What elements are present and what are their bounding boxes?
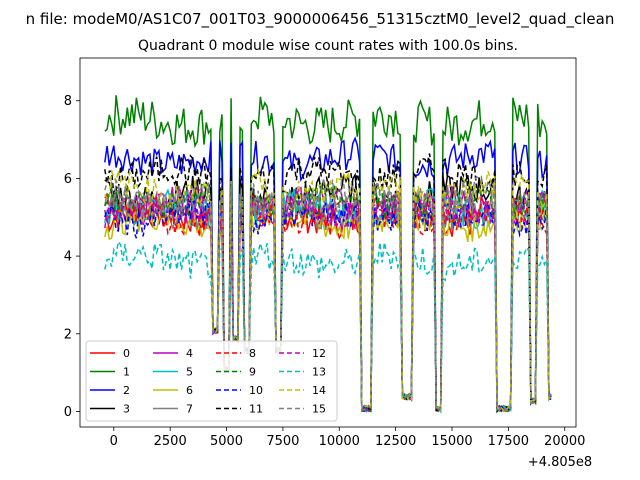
legend-label-14: 14 — [312, 384, 326, 397]
legend-label-1: 1 — [123, 366, 130, 379]
x-tick-label: 7500 — [266, 434, 299, 449]
x-tick-label: 2500 — [154, 434, 187, 449]
x-tick-label: 15000 — [431, 434, 472, 449]
legend-label-9: 9 — [249, 366, 256, 379]
series-line-1 — [104, 95, 552, 413]
legend-label-10: 10 — [249, 384, 263, 397]
legend-label-4: 4 — [186, 347, 193, 360]
x-tick-label: 12500 — [375, 434, 416, 449]
series-line-15 — [104, 175, 552, 413]
x-tick-label: 20000 — [544, 434, 585, 449]
x-tick-label: 5000 — [210, 434, 243, 449]
y-tick-label: 4 — [64, 250, 72, 265]
x-tick-label: 0 — [110, 434, 118, 449]
legend-label-0: 0 — [123, 347, 130, 360]
legend-label-13: 13 — [312, 366, 326, 379]
legend-label-3: 3 — [123, 403, 130, 416]
legend-box — [85, 340, 338, 422]
legend-label-2: 2 — [123, 384, 130, 397]
chart-title: Quadrant 0 module wise count rates with … — [138, 38, 518, 54]
series-line-10 — [104, 196, 552, 412]
y-tick-label: 2 — [64, 327, 72, 342]
axes: 0 2500 5000 7500 10000 12500 15000 17500 20000 0 2… — [64, 57, 585, 449]
figure-suptitle: n file: modeM0/AS1C07_001T03_9000006456_… — [26, 10, 615, 29]
legend-label-8: 8 — [249, 347, 256, 360]
legend-label-11: 11 — [249, 403, 263, 416]
legend-label-5: 5 — [186, 366, 193, 379]
x-tick-label: 10000 — [319, 434, 360, 449]
series-line-11 — [104, 153, 552, 413]
y-tick-label: 8 — [64, 94, 72, 109]
axes-frame — [79, 57, 577, 428]
legend-label-12: 12 — [312, 347, 326, 360]
plot-lines — [104, 95, 552, 415]
series-line-6 — [104, 200, 552, 413]
y-tick-label: 0 — [64, 405, 72, 420]
legend-label-6: 6 — [186, 384, 193, 397]
legend-label-15: 15 — [312, 403, 326, 416]
y-tick-label: 6 — [64, 172, 72, 187]
x-tick-label: 17500 — [488, 434, 529, 449]
series-line-2 — [104, 136, 552, 412]
x-offset-label: +4.805e8 — [528, 455, 592, 470]
legend-label-7: 7 — [186, 403, 193, 416]
series-line-14 — [104, 167, 552, 412]
